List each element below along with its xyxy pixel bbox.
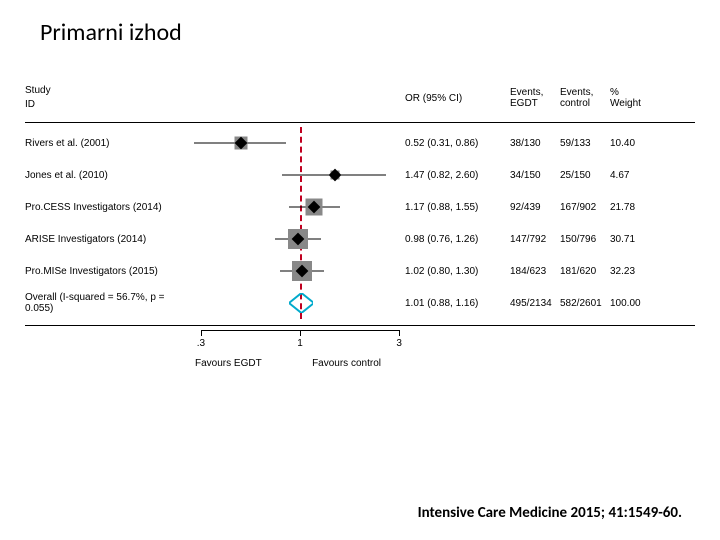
- axis-tick-label: 1: [297, 338, 303, 349]
- events-control: 167/902: [560, 202, 610, 213]
- events-egdt: 38/130: [510, 138, 560, 149]
- study-row: Rivers et al. (2001) 0.52 (0.31, 0.86)38/…: [25, 127, 695, 159]
- events-control: 25/150: [560, 170, 610, 181]
- citation: Intensive Care Medicine 2015; 41:1549-60…: [418, 504, 682, 522]
- axis-label-right: Favours control: [312, 358, 381, 369]
- effect-cell: [175, 191, 405, 223]
- weight-value: 4.67: [610, 170, 670, 181]
- axis-tick-label: .3: [197, 338, 205, 349]
- events-control: 59/133: [560, 138, 610, 149]
- separator-top: [25, 122, 695, 123]
- study-row: ARISE Investigators (2014) 0.98 (0.76, 1.…: [25, 223, 695, 255]
- weight-value: 30.71: [610, 234, 670, 245]
- hdr-ctrl: Events, control: [560, 87, 610, 109]
- events-control: 181/620: [560, 266, 610, 277]
- events-egdt: 147/792: [510, 234, 560, 245]
- axis-label-left: Favours EGDT: [195, 358, 262, 369]
- column-headers: Study ID OR (95% CI) Events, EGDT Events…: [25, 80, 695, 116]
- or-value: 0.52 (0.31, 0.86): [405, 138, 510, 149]
- page-title: Primarni izhod: [40, 18, 182, 47]
- study-label: ARISE Investigators (2014): [25, 234, 175, 245]
- study-label: Pro.CESS Investigators (2014): [25, 202, 175, 213]
- or-value: 1.01 (0.88, 1.16): [405, 298, 510, 309]
- events-control: 582/2601: [560, 298, 610, 309]
- or-value: 1.02 (0.80, 1.30): [405, 266, 510, 277]
- weight-value: 100.00: [610, 298, 670, 309]
- effect-cell: [175, 255, 405, 287]
- axis-tick: [300, 330, 301, 336]
- overall-row: Overall (I-squared = 56.7%, p = 0.055) 1.…: [25, 287, 695, 319]
- axis-tick-label: 3: [396, 338, 402, 349]
- reference-line: [300, 127, 302, 319]
- hdr-study: Study ID: [25, 84, 175, 112]
- effect-cell: [175, 223, 405, 255]
- axis-tick: [201, 330, 202, 336]
- axis-tick: [399, 330, 400, 336]
- effect-cell: [175, 287, 405, 319]
- separator-bottom: [25, 325, 695, 326]
- study-row: Pro.MISe Investigators (2015) 1.02 (0.80,…: [25, 255, 695, 287]
- study-row: Pro.CESS Investigators (2014) 1.17 (0.88,…: [25, 191, 695, 223]
- study-label: Rivers et al. (2001): [25, 138, 175, 149]
- events-control: 150/796: [560, 234, 610, 245]
- study-label: Pro.MISe Investigators (2015): [25, 266, 175, 277]
- weight-value: 32.23: [610, 266, 670, 277]
- weight-value: 10.40: [610, 138, 670, 149]
- or-value: 1.17 (0.88, 1.55): [405, 202, 510, 213]
- or-value: 1.47 (0.82, 2.60): [405, 170, 510, 181]
- study-label: Overall (I-squared = 56.7%, p = 0.055): [25, 292, 175, 314]
- overall-diamond: [289, 293, 314, 313]
- effect-cell: [175, 159, 405, 191]
- forest-plot: Study ID OR (95% CI) Events, EGDT Events…: [25, 80, 695, 460]
- data-region: Rivers et al. (2001) 0.52 (0.31, 0.86)38/…: [25, 127, 695, 319]
- study-row: Jones et al. (2010) 1.47 (0.82, 2.60)34/1…: [25, 159, 695, 191]
- events-egdt: 34/150: [510, 170, 560, 181]
- x-axis: .3 1 3 Favours EGDT Favours control: [175, 330, 405, 380]
- hdr-egdt: Events, EGDT: [510, 87, 560, 109]
- effect-cell: [175, 127, 405, 159]
- hdr-weight: % Weight: [610, 87, 670, 109]
- events-egdt: 92/439: [510, 202, 560, 213]
- study-label: Jones et al. (2010): [25, 170, 175, 181]
- events-egdt: 495/2134: [510, 298, 560, 309]
- hdr-or: OR (95% CI): [405, 93, 510, 104]
- events-egdt: 184/623: [510, 266, 560, 277]
- weight-value: 21.78: [610, 202, 670, 213]
- or-value: 0.98 (0.76, 1.26): [405, 234, 510, 245]
